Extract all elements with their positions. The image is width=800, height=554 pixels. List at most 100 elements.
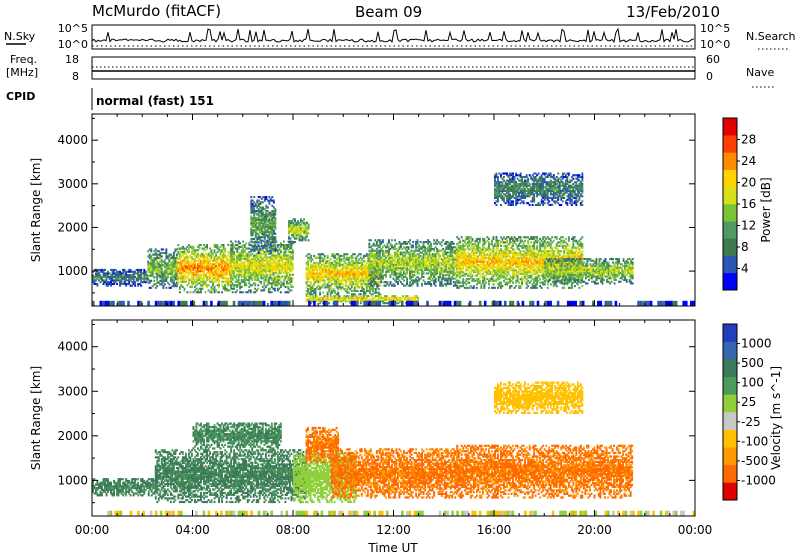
- power-cell: [221, 263, 223, 266]
- power-cell: [268, 230, 271, 233]
- power-cell: [160, 278, 163, 281]
- power-cell: [213, 272, 216, 275]
- power-cell: [359, 293, 362, 296]
- power-cell: [332, 274, 335, 277]
- power-cell: [198, 268, 201, 271]
- power-cell: [341, 286, 344, 289]
- power-cell: [301, 235, 304, 238]
- power-cell: [248, 278, 251, 281]
- power-cell: [259, 248, 262, 251]
- power-cell: [251, 261, 254, 264]
- power-cell: [137, 279, 140, 282]
- power-cell: [282, 252, 285, 255]
- power-cell: [252, 270, 255, 273]
- power-cell: [259, 196, 262, 199]
- power-cell: [252, 254, 255, 257]
- power-cell: [269, 258, 272, 261]
- power-cell: [230, 249, 233, 252]
- power-cell: [306, 230, 308, 233]
- power-cell: [251, 252, 254, 255]
- power-cell: [251, 258, 254, 261]
- power-cell: [332, 268, 335, 271]
- power-cell: [128, 281, 131, 284]
- power-cell: [344, 268, 347, 271]
- power-cell: [281, 259, 284, 262]
- power-cell: [207, 268, 210, 271]
- power-cell: [254, 254, 257, 257]
- power-cell: [289, 230, 292, 233]
- power-cell: [242, 266, 245, 269]
- power-cell: [225, 259, 228, 262]
- power-cell: [254, 278, 257, 281]
- power-cell: [186, 245, 189, 248]
- power-cell: [323, 268, 326, 271]
- power-cell: [231, 266, 234, 269]
- power-cell: [319, 254, 321, 257]
- power-cell: [204, 266, 207, 269]
- power-cell: [221, 258, 223, 261]
- power-cell: [102, 281, 105, 284]
- power-cell: [292, 221, 295, 224]
- power-cell: [341, 277, 344, 280]
- power-cell: [353, 279, 356, 282]
- power-cell: [188, 249, 190, 252]
- power-cell: [171, 269, 174, 272]
- power-cell: [144, 281, 147, 284]
- power-cell: [204, 280, 207, 283]
- power-cell: [271, 222, 274, 225]
- status-panels: N.Sky 10^5 10^0 N.Search 10^5 10^0 Freq.…: [4, 22, 796, 110]
- power-cell: [209, 277, 211, 280]
- power-cell: [284, 245, 287, 248]
- power-cell: [332, 265, 335, 268]
- power-cell: [352, 260, 355, 263]
- power-cell: [272, 254, 275, 257]
- power-cell: [175, 264, 178, 267]
- power-cell: [254, 218, 257, 221]
- power-cell: [271, 215, 274, 218]
- power-cell: [485, 274, 487, 277]
- power-cell: [160, 279, 163, 282]
- power-cell: [260, 258, 263, 261]
- power-cell: [251, 224, 254, 227]
- power-cell: [178, 261, 181, 264]
- power-cell: [248, 258, 251, 261]
- power-cell: [246, 268, 249, 271]
- power-cell: [183, 263, 186, 266]
- power-cell: [326, 293, 329, 296]
- power-cell: [254, 268, 257, 271]
- power-cell: [292, 263, 294, 266]
- power-cell: [262, 211, 265, 214]
- power-cell: [230, 251, 233, 254]
- power-cell: [157, 264, 160, 267]
- power-cell: [218, 291, 220, 294]
- power-cell: [154, 262, 157, 265]
- power-cell: [271, 225, 274, 228]
- power-cell: [92, 270, 94, 273]
- power-cell: [271, 196, 274, 199]
- power-cell: [157, 265, 160, 268]
- power-cell: [230, 240, 233, 243]
- station-title: McMurdo (fitACF): [92, 2, 221, 20]
- power-cell: [322, 291, 324, 294]
- power-cell: [267, 291, 270, 294]
- power-cell: [159, 276, 162, 279]
- power-cell: [250, 227, 253, 230]
- power-cell: [194, 273, 196, 276]
- power-cell: [289, 225, 292, 228]
- power-cell: [304, 225, 307, 228]
- power-cell: [201, 280, 204, 283]
- power-cell: [204, 291, 207, 294]
- power-cell: [292, 227, 295, 230]
- power-cell: [242, 275, 245, 278]
- power-cell: [157, 253, 160, 256]
- power-cell: [290, 261, 293, 264]
- power-cell: [368, 242, 371, 245]
- power-cell: [292, 273, 294, 276]
- power-cell: [150, 272, 153, 275]
- power-cell: [213, 265, 216, 268]
- power-cell: [313, 275, 315, 278]
- power-cell: [96, 282, 99, 285]
- power-cell: [291, 234, 293, 237]
- power-cell: [224, 268, 227, 271]
- power-cell: [156, 262, 159, 265]
